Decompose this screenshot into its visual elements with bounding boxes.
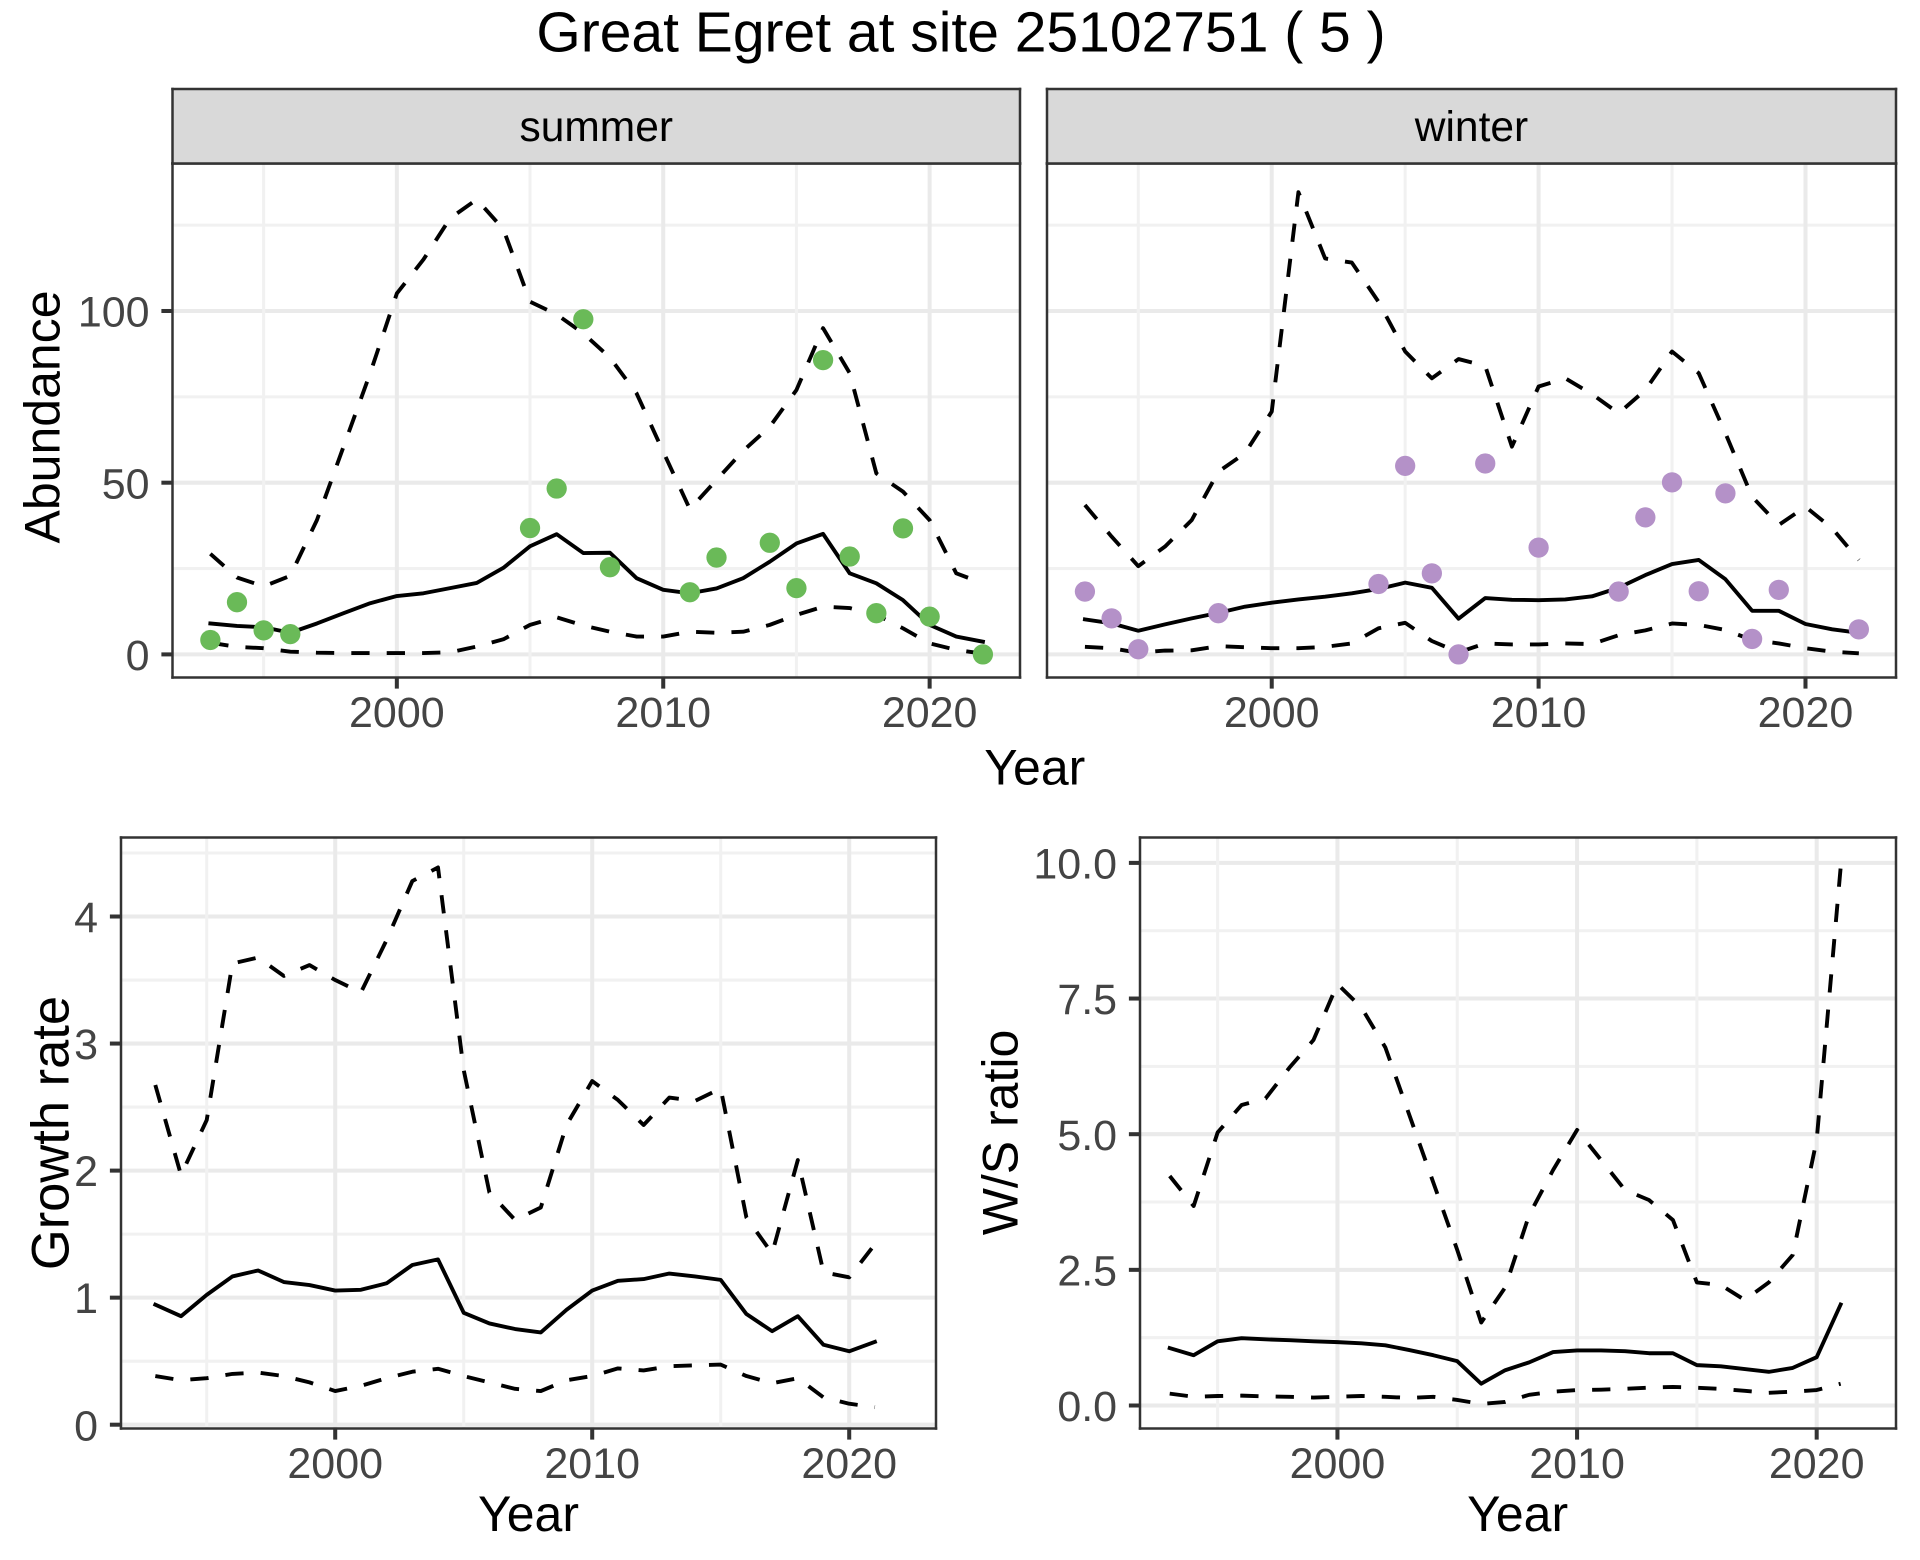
svg-text:winter: winter — [1414, 104, 1528, 151]
svg-text:7.5: 7.5 — [1057, 976, 1117, 1024]
svg-text:2000: 2000 — [349, 689, 445, 737]
svg-text:50: 50 — [102, 460, 150, 508]
svg-text:0: 0 — [126, 632, 150, 680]
svg-text:5.0: 5.0 — [1057, 1112, 1117, 1160]
svg-text:Year: Year — [1467, 1486, 1568, 1542]
svg-text:2010: 2010 — [615, 689, 711, 737]
svg-text:2010: 2010 — [1491, 689, 1587, 737]
svg-text:2020: 2020 — [1758, 689, 1854, 737]
svg-text:3: 3 — [74, 1021, 98, 1069]
svg-text:2: 2 — [74, 1148, 98, 1196]
svg-text:0.0: 0.0 — [1057, 1383, 1117, 1431]
svg-text:10.0: 10.0 — [1033, 840, 1117, 888]
svg-text:1: 1 — [74, 1275, 98, 1323]
svg-text:2010: 2010 — [1529, 1440, 1625, 1488]
svg-text:2020: 2020 — [882, 689, 978, 737]
svg-text:Growth rate: Growth rate — [21, 996, 80, 1270]
svg-text:2000: 2000 — [1290, 1440, 1386, 1488]
svg-text:0: 0 — [74, 1402, 98, 1450]
svg-text:2020: 2020 — [801, 1440, 897, 1488]
svg-text:W/S ratio: W/S ratio — [973, 1030, 1029, 1236]
svg-text:Abundance: Abundance — [14, 290, 70, 543]
svg-text:2.5: 2.5 — [1057, 1247, 1117, 1295]
svg-text:Year: Year — [478, 1486, 579, 1542]
svg-text:Year: Year — [984, 740, 1085, 796]
svg-text:2000: 2000 — [287, 1440, 383, 1488]
svg-text:2010: 2010 — [544, 1440, 640, 1488]
svg-text:4: 4 — [74, 894, 98, 942]
svg-text:summer: summer — [520, 104, 673, 151]
svg-text:Great Egret at site 25102751 (: Great Egret at site 25102751 ( 5 ) — [536, 1, 1385, 65]
svg-text:2000: 2000 — [1224, 689, 1320, 737]
svg-text:100: 100 — [78, 289, 150, 337]
svg-text:2020: 2020 — [1769, 1440, 1865, 1488]
